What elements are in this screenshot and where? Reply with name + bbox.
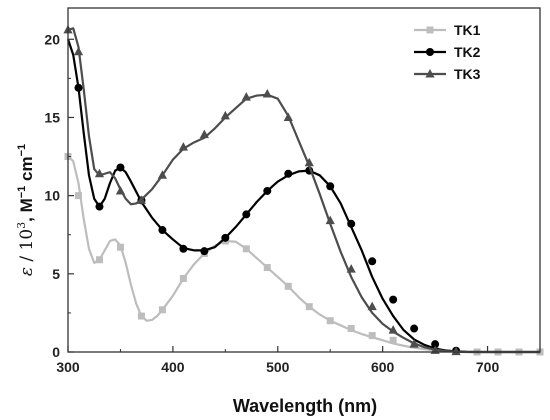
data-point-tk3 xyxy=(325,215,335,225)
plot-frame xyxy=(67,7,541,353)
data-point-tk1 xyxy=(242,245,250,253)
data-point-tk1 xyxy=(263,264,271,272)
legend-entry-tk2: TK2 xyxy=(414,44,481,60)
series-tk1 xyxy=(64,153,544,356)
legend-entry-tk3: TK3 xyxy=(414,66,481,82)
series-line-tk1 xyxy=(67,155,540,354)
data-point-tk2 xyxy=(431,340,440,349)
data-point-tk1 xyxy=(158,306,166,314)
data-point-tk2 xyxy=(368,257,377,266)
data-point-tk3 xyxy=(262,89,272,98)
data-point-tk2 xyxy=(200,247,209,256)
data-point-tk3 xyxy=(388,325,398,334)
y-axis-title: ε / 103, M−1 cm−1 xyxy=(15,144,37,276)
legend-label-tk3: TK3 xyxy=(454,66,481,82)
data-point-tk2 xyxy=(263,186,272,195)
y-tick-label: 20 xyxy=(44,31,60,47)
data-point-tk3 xyxy=(241,92,251,101)
data-point-tk3 xyxy=(94,168,105,178)
data-point-tk1 xyxy=(389,336,397,344)
data-point-tk2 xyxy=(158,226,167,235)
data-point-tk3 xyxy=(346,264,356,273)
legend: TK1 TK2 TK3 xyxy=(414,22,481,82)
x-axis-title: Wavelength (nm) xyxy=(233,396,377,416)
data-point-tk2 xyxy=(74,83,83,92)
y-tick-label: 15 xyxy=(44,109,60,125)
x-tick-label: 600 xyxy=(371,359,395,375)
y-tick-label: 0 xyxy=(52,344,60,360)
y-axis-unit-m: , M xyxy=(17,198,36,222)
data-point-tk3 xyxy=(304,157,314,167)
data-point-tk1 xyxy=(95,256,103,264)
data-point-tk2 xyxy=(326,182,335,191)
y-axis-slash: / 10 xyxy=(17,229,37,267)
data-point-tk3 xyxy=(451,346,461,356)
data-point-tk3 xyxy=(136,195,147,204)
legend-label-tk2: TK2 xyxy=(454,44,481,60)
data-point-tk3 xyxy=(73,46,84,56)
legend-entry-tk1: TK1 xyxy=(414,22,481,38)
data-point-tk3 xyxy=(220,110,230,120)
data-point-tk1 xyxy=(179,275,187,283)
data-point-tk3 xyxy=(157,170,167,179)
data-point-tk1 xyxy=(116,243,124,251)
data-point-tk1 xyxy=(347,325,355,333)
data-point-tk2 xyxy=(389,295,398,304)
legend-marker-tk1 xyxy=(426,26,434,34)
data-point-tk2 xyxy=(221,233,230,242)
data-point-tk2 xyxy=(347,219,356,228)
legend-marker-tk3 xyxy=(425,69,435,78)
data-point-tk2 xyxy=(95,202,104,211)
series-line-tk2 xyxy=(66,38,540,354)
y-tick-label: 10 xyxy=(44,188,60,204)
data-point-tk3 xyxy=(409,339,419,348)
y-axis-exp-cm: −1 xyxy=(16,144,28,157)
data-point-tk3 xyxy=(115,185,126,195)
data-point-tk3 xyxy=(178,142,188,151)
data-point-tk1 xyxy=(368,332,376,340)
y-axis-unit-cm: cm xyxy=(17,156,36,185)
legend-marker-tk2 xyxy=(426,48,434,56)
data-point-tk1 xyxy=(137,312,145,320)
data-point-tk2 xyxy=(116,163,125,172)
series-layer xyxy=(63,24,544,356)
data-point-tk1 xyxy=(326,317,334,325)
data-point-tk2 xyxy=(284,169,293,178)
data-point-tk1 xyxy=(305,303,313,311)
data-point-tk2 xyxy=(410,324,419,333)
x-tick-label: 700 xyxy=(476,359,500,375)
data-point-tk2 xyxy=(242,210,251,219)
data-point-tk3 xyxy=(367,301,377,311)
x-tick-label: 400 xyxy=(161,359,185,375)
series-line-tk3 xyxy=(67,27,540,354)
series-tk2 xyxy=(66,38,540,355)
legend-label-tk1: TK1 xyxy=(454,22,481,38)
x-tick-label: 500 xyxy=(266,359,290,375)
y-tick-label: 5 xyxy=(52,266,60,282)
data-point-tk3 xyxy=(283,112,293,121)
data-point-tk3 xyxy=(199,129,209,139)
y-axis-epsilon: ε xyxy=(17,267,37,276)
data-point-tk1 xyxy=(284,282,292,290)
y-axis-exp-m: −1 xyxy=(16,186,28,199)
data-point-tk1 xyxy=(74,192,82,200)
ticks-layer: 300 400 500 600 700 0 5 10 15 20 xyxy=(44,31,499,375)
data-point-tk2 xyxy=(179,244,188,253)
x-tick-label: 300 xyxy=(56,359,80,375)
y-axis-exp3: 3 xyxy=(15,222,28,229)
